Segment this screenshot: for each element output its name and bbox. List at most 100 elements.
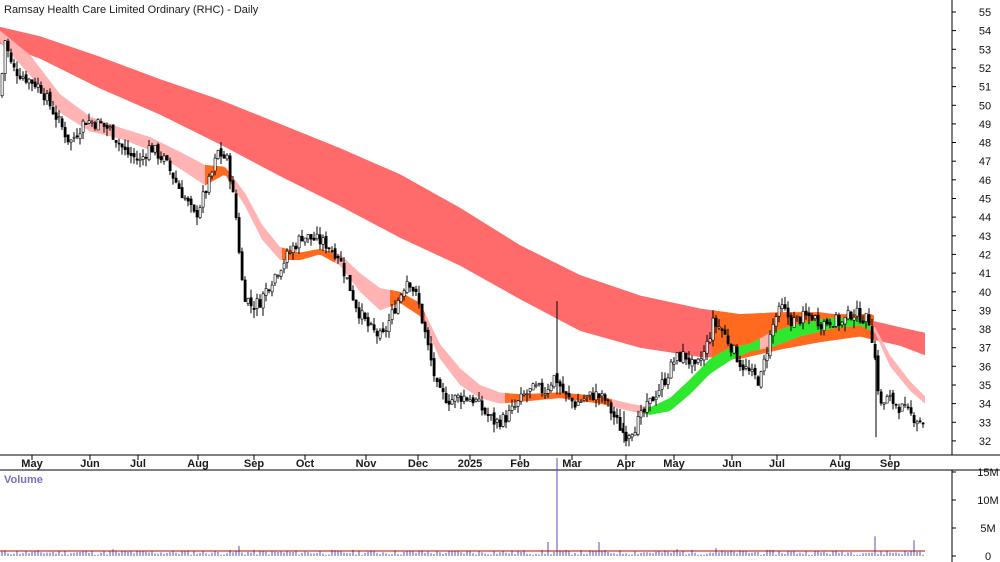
price-candle bbox=[471, 394, 475, 407]
price-candle bbox=[570, 397, 574, 409]
price-candle bbox=[525, 389, 529, 403]
candle-body bbox=[855, 307, 859, 317]
price-candle bbox=[855, 300, 859, 322]
candle-body bbox=[639, 410, 643, 418]
candle-body bbox=[438, 379, 442, 388]
price-candle bbox=[348, 274, 352, 291]
candle-body bbox=[885, 396, 889, 404]
price-candle bbox=[231, 176, 235, 193]
candle-body bbox=[498, 419, 502, 427]
price-candle bbox=[657, 384, 661, 398]
price-candle bbox=[54, 105, 58, 128]
price-candle bbox=[216, 149, 220, 160]
price-candle bbox=[3, 40, 7, 81]
date-tick-label: Nov bbox=[356, 458, 378, 470]
price-candle bbox=[414, 285, 418, 296]
price-candle bbox=[888, 389, 892, 402]
price-candle bbox=[744, 358, 748, 371]
price-candle bbox=[294, 242, 298, 251]
price-candle bbox=[573, 400, 577, 410]
price-candle bbox=[243, 276, 247, 302]
price-candle bbox=[120, 143, 124, 155]
candle-body bbox=[27, 78, 31, 84]
candle-body bbox=[420, 303, 424, 324]
price-candle bbox=[408, 282, 412, 293]
candle-body bbox=[777, 306, 781, 317]
price-candle bbox=[27, 77, 31, 90]
candle-body bbox=[804, 310, 808, 316]
volume-bars bbox=[0, 458, 925, 556]
candle-body bbox=[711, 317, 715, 341]
candle-body bbox=[243, 279, 247, 302]
candle-body bbox=[591, 392, 595, 401]
candle-body bbox=[891, 392, 895, 404]
candle-body bbox=[801, 310, 805, 324]
candle-body bbox=[729, 343, 733, 353]
candle-body bbox=[336, 255, 340, 259]
candle-body bbox=[111, 124, 115, 140]
candle-body bbox=[345, 277, 349, 279]
candle-body bbox=[813, 315, 817, 319]
candle-body bbox=[633, 432, 637, 436]
candle-body bbox=[282, 262, 286, 270]
date-tick-label: 2025 bbox=[458, 458, 482, 470]
price-candle bbox=[9, 48, 13, 64]
candle-body bbox=[696, 358, 700, 363]
candle-body bbox=[402, 290, 406, 297]
candle-body bbox=[180, 187, 184, 199]
candle-body bbox=[210, 171, 214, 177]
price-candle bbox=[708, 332, 712, 345]
chart-title: Ramsay Health Care Limited Ordinary (RHC… bbox=[4, 4, 259, 16]
long-term-moving-average-band bbox=[0, 26, 925, 359]
candle-body bbox=[834, 314, 838, 327]
price-candle bbox=[666, 373, 670, 389]
candle-body bbox=[432, 358, 436, 377]
price-candle bbox=[840, 321, 844, 328]
candle-body bbox=[810, 314, 814, 321]
price-candle bbox=[450, 394, 454, 405]
price-candle bbox=[714, 314, 718, 334]
candle-body bbox=[708, 338, 712, 343]
candle-body bbox=[669, 361, 673, 379]
candle-body bbox=[360, 310, 364, 320]
candle-body bbox=[60, 118, 64, 128]
price-candle bbox=[609, 400, 613, 421]
price-candle bbox=[711, 310, 715, 347]
short-band-orange-segment-2 bbox=[390, 289, 425, 327]
volume-tick-label: 10M bbox=[977, 495, 998, 507]
candle-body bbox=[474, 398, 478, 402]
candle-body bbox=[828, 321, 832, 326]
candle-body bbox=[792, 317, 796, 328]
price-candle bbox=[474, 397, 478, 403]
price-candle bbox=[903, 396, 907, 408]
price-candle bbox=[921, 422, 925, 428]
price-axis-ticks: 55 54 53 52 51 50 49 48 47 46 45 44 43 42 41 40 39 38 37 36… bbox=[952, 7, 991, 448]
price-candle bbox=[141, 149, 145, 166]
volume-tick-label: 0 bbox=[985, 551, 991, 562]
candle-body bbox=[162, 155, 166, 162]
price-candle bbox=[819, 322, 823, 336]
price-tick-label: 46 bbox=[979, 175, 991, 187]
price-candle bbox=[171, 172, 175, 185]
price-candle bbox=[660, 372, 664, 398]
candle-body bbox=[312, 237, 316, 241]
price-candle bbox=[336, 254, 340, 264]
price-candle bbox=[717, 319, 721, 330]
date-tick-label: Dec bbox=[408, 458, 428, 470]
candle-body bbox=[465, 397, 469, 401]
candle-body bbox=[186, 197, 190, 202]
candle-body bbox=[864, 312, 868, 322]
candle-body bbox=[6, 40, 10, 52]
price-candle bbox=[303, 237, 307, 246]
candle-body bbox=[108, 126, 112, 129]
price-candle bbox=[174, 170, 178, 184]
price-candle bbox=[756, 375, 760, 386]
price-candle bbox=[18, 68, 22, 81]
volume-tick-label: 15M bbox=[977, 467, 998, 479]
candle-body bbox=[96, 119, 100, 131]
candle-body bbox=[531, 383, 535, 391]
price-candle bbox=[567, 385, 571, 400]
price-candle bbox=[789, 312, 793, 332]
candle-body bbox=[453, 394, 457, 402]
candle-body bbox=[285, 250, 289, 263]
